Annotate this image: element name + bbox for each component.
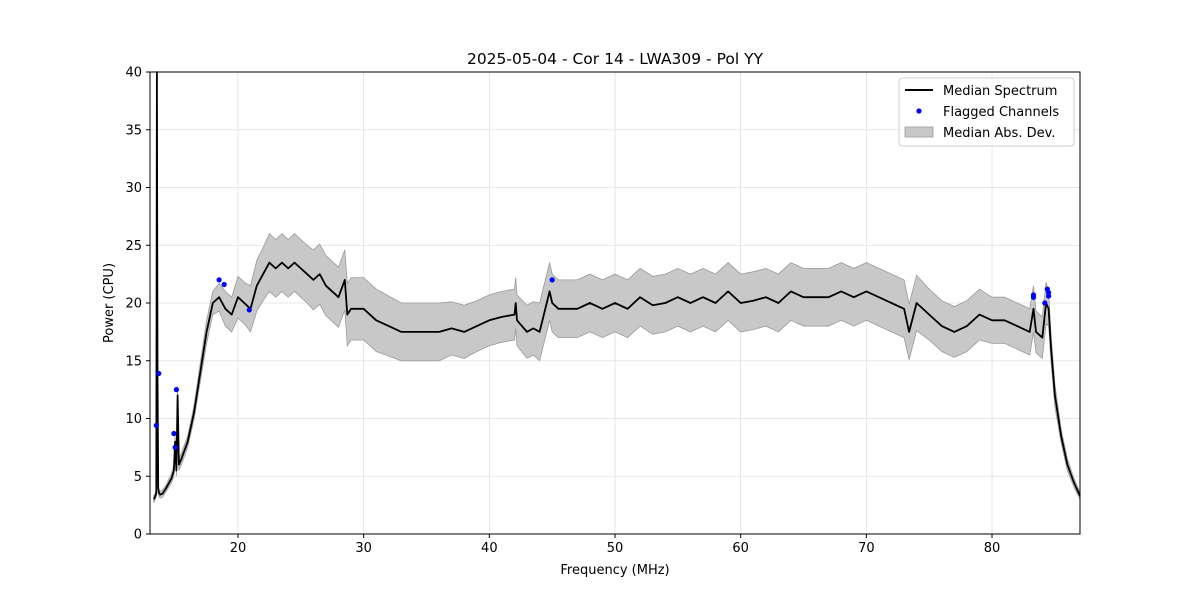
legend-fill-swatch — [904, 126, 934, 138]
flagged-channel-point — [221, 281, 227, 288]
legend-dot-swatch — [916, 108, 922, 114]
y-tick-label: 40 — [125, 66, 142, 81]
y-tick-label: 5 — [134, 470, 142, 485]
x-tick-label: 80 — [984, 541, 1001, 556]
chart-title: 2025-05-04 - Cor 14 - LWA309 - Pol YY — [467, 50, 764, 68]
legend-label-flagged: Flagged Channels — [943, 105, 1059, 120]
x-tick-label: 20 — [230, 541, 247, 556]
x-tick-label: 30 — [355, 541, 372, 556]
x-tick-label: 60 — [732, 541, 749, 556]
axis-ticks: 20 30 40 50 60 70 80 0 5 10 15 20 25 30 35 40 — [125, 66, 1000, 557]
y-tick-label: 0 — [134, 528, 142, 543]
y-tick-label: 35 — [125, 123, 142, 138]
legend-label-mad: Median Abs. Dev. — [943, 126, 1055, 141]
y-axis-label: Power (CPU) — [102, 263, 117, 343]
median-line — [152, 71, 1081, 500]
flagged-channel-point — [173, 387, 179, 393]
x-axis-label: Frequency (MHz) — [560, 563, 669, 578]
y-tick-label: 20 — [125, 297, 142, 312]
flagged-channel-point — [246, 307, 252, 313]
flagged-channel-point — [153, 422, 159, 429]
x-tick-label: 70 — [858, 541, 875, 556]
flagged-channel-point — [172, 444, 178, 450]
flagged-channel-point — [1042, 300, 1048, 306]
y-tick-label: 25 — [125, 239, 142, 254]
flagged-channel-point — [1045, 290, 1052, 296]
x-tick-label: 50 — [607, 541, 624, 556]
flagged-channel-point — [549, 277, 555, 283]
legend-box — [898, 77, 1075, 147]
y-tick-label: 30 — [125, 181, 142, 196]
y-tick-label: 10 — [125, 412, 142, 427]
flagged-channel-point — [156, 370, 162, 377]
median-spectrum-line — [152, 71, 1081, 500]
y-tick-label: 15 — [125, 354, 142, 369]
flagged-channel-point — [1030, 294, 1037, 300]
flagged-channel-point — [171, 430, 177, 437]
flagged-channel-point — [216, 277, 222, 283]
legend-label-median: Median Spectrum — [943, 84, 1057, 99]
x-tick-label: 40 — [481, 541, 498, 556]
flagged-points — [153, 277, 1052, 450]
legend: Median Spectrum Flagged Channels Median … — [898, 77, 1075, 147]
